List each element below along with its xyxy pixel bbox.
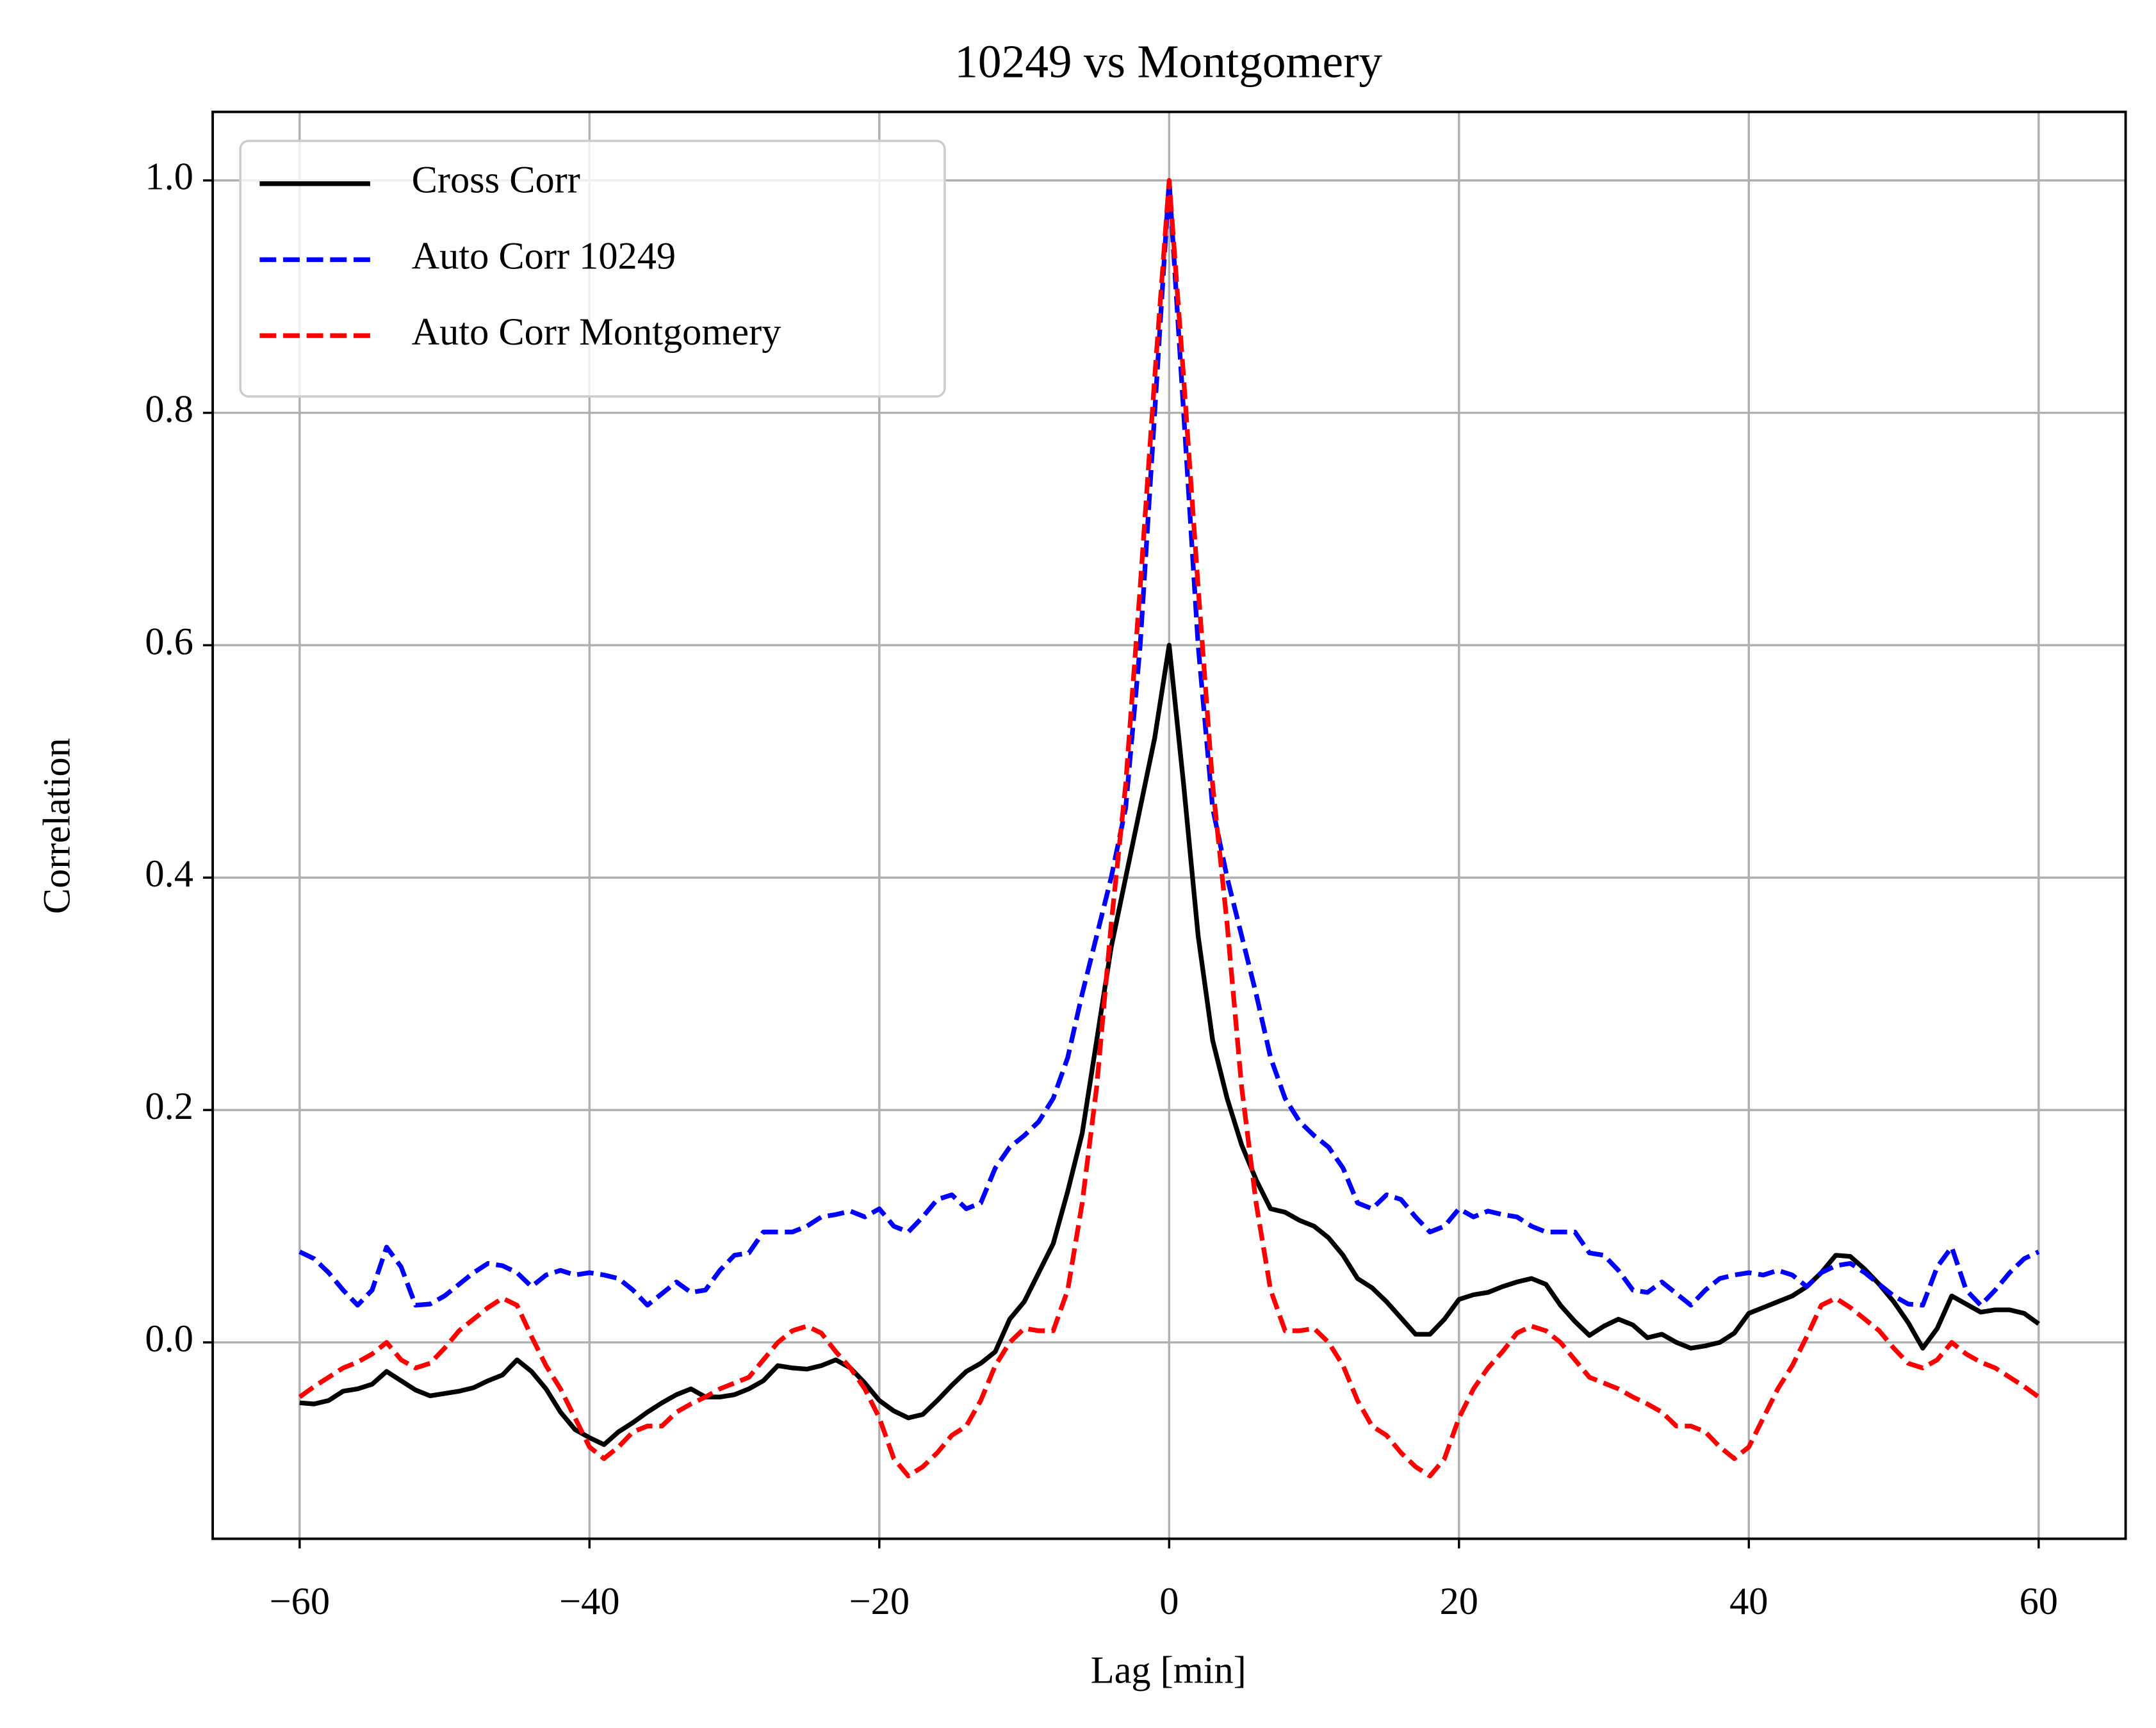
x-tick-label: −40 <box>559 1580 619 1623</box>
x-tick-label: −60 <box>270 1580 330 1623</box>
x-tick-label: 60 <box>2020 1580 2058 1623</box>
y-tick-label: 0.2 <box>145 1085 193 1128</box>
x-tick-label: 20 <box>1440 1580 1478 1623</box>
chart-title: 10249 vs Montgomery <box>954 35 1382 87</box>
series-line <box>298 178 2040 1479</box>
y-tick-label: 0.4 <box>145 852 193 895</box>
y-tick-label: 0.6 <box>145 620 193 663</box>
y-tick-label: 0.8 <box>145 387 193 430</box>
legend-label: Cross Corr <box>412 159 580 202</box>
x-tick-label: 0 <box>1159 1580 1179 1623</box>
legend-label: Auto Corr Montgomery <box>412 311 781 354</box>
x-axis-label: Lag [min] <box>1091 1649 1246 1692</box>
series-line <box>299 642 2040 1447</box>
y-axis-label: Correlation <box>36 738 79 914</box>
legend-box <box>239 140 946 398</box>
y-tick-label: 1.0 <box>145 156 193 199</box>
legend: Cross Corr Auto Corr 10249 Auto Corr Montg… <box>239 140 946 398</box>
x-tick-label: 40 <box>1729 1580 1768 1623</box>
legend-label: Auto Corr 10249 <box>412 234 676 277</box>
y-tick-label: 0.0 <box>145 1317 193 1360</box>
x-tick-label: −20 <box>849 1580 910 1623</box>
plot-frame <box>211 110 2127 1540</box>
